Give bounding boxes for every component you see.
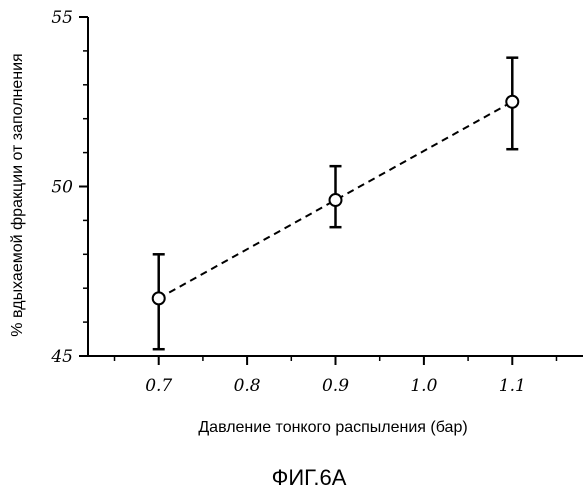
data-point [506, 96, 518, 108]
y-tick-label: 45 [50, 347, 73, 367]
y-tick-label: 55 [51, 8, 73, 28]
x-tick-label: 0.7 [145, 376, 172, 396]
x-axis-label: Давление тонкого распыления (бар) [198, 419, 467, 436]
y-tick-label: 50 [51, 178, 73, 198]
x-tick-label: 1.1 [499, 376, 526, 396]
data-point [153, 292, 165, 304]
x-tick-label: 0.9 [322, 376, 349, 396]
data-points [153, 96, 519, 305]
x-tick-label: 0.8 [234, 376, 261, 396]
figure-caption: ФИГ.6А [272, 465, 347, 490]
data-point [330, 194, 342, 206]
y-axis-label: % вдыхаемой фракции от заполнения [9, 53, 26, 336]
x-tick-label: 1.0 [410, 376, 437, 396]
ticks: 45 50 55 0.7 0.8 0.9 1.0 1.1 [50, 8, 556, 396]
